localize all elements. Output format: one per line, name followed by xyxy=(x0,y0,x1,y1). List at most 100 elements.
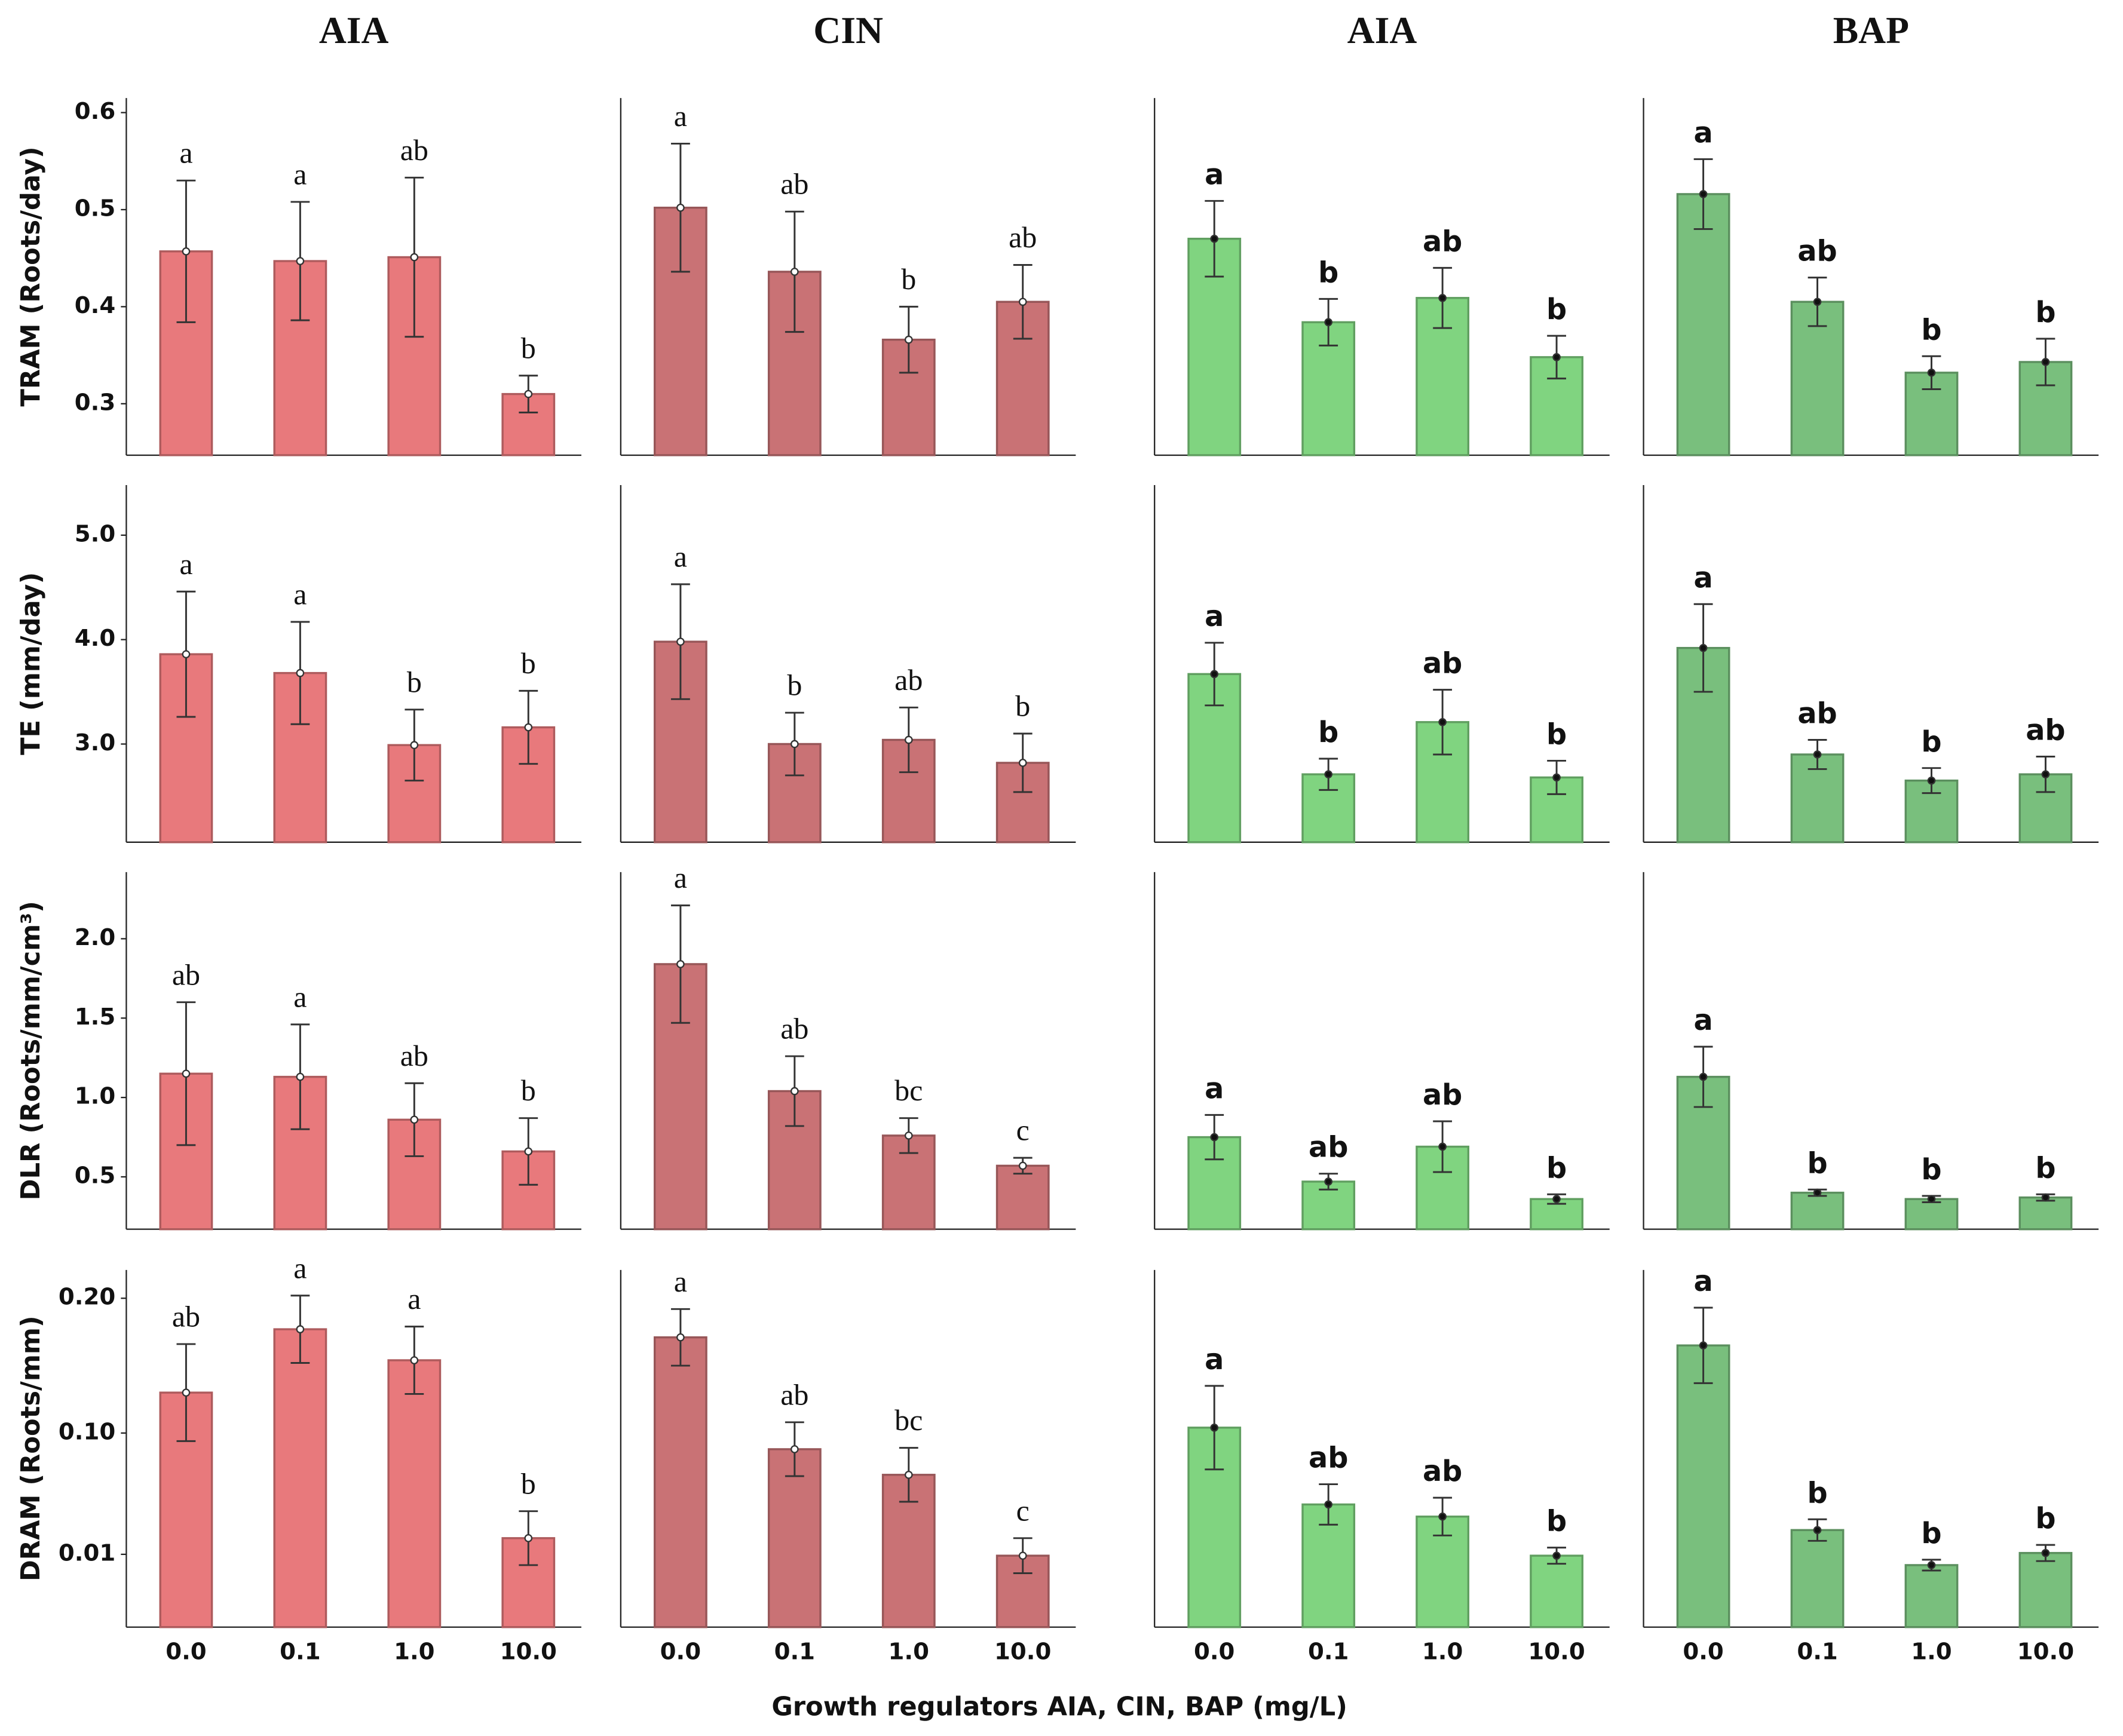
x-tick-label: 1.0 xyxy=(1911,1638,1952,1665)
x-tick-label: 0.1 xyxy=(1797,1638,1837,1665)
y-axis-label: TRAM (Roots/day) xyxy=(16,146,46,406)
bar xyxy=(1790,300,1845,456)
x-tick-label: 10.0 xyxy=(1528,1638,1585,1665)
significance-letter: a xyxy=(179,547,192,581)
mean-dot xyxy=(904,335,913,344)
mean-dot xyxy=(182,1388,191,1397)
significance-letter: a xyxy=(293,157,307,191)
mean-dot xyxy=(296,1325,305,1333)
significance-letter: ab xyxy=(1423,648,1462,680)
mean-dot xyxy=(790,268,799,276)
significance-letter: a xyxy=(674,861,687,894)
significance-letter: a xyxy=(293,578,307,611)
significance-letter: a xyxy=(1205,1344,1224,1376)
bar xyxy=(273,1328,327,1628)
significance-letter: a xyxy=(1205,158,1224,191)
mean-dot xyxy=(2041,1193,2050,1202)
column-title: BAP xyxy=(1833,9,1909,51)
bar xyxy=(2018,1196,2073,1231)
mean-dot xyxy=(410,1356,419,1364)
mean-dot xyxy=(1813,1526,1822,1535)
mean-dot xyxy=(410,1115,419,1124)
bar xyxy=(1676,1344,1730,1628)
significance-letter: ab xyxy=(172,958,200,991)
x-tick-label: 0.0 xyxy=(1683,1638,1723,1665)
y-tick-label: 0.5 xyxy=(75,195,115,222)
y-tick-label: 1.0 xyxy=(75,1083,115,1110)
mean-dot xyxy=(790,740,799,749)
mean-dot xyxy=(1813,297,1822,306)
y-tick-label: 5.0 xyxy=(75,520,115,547)
mean-dot xyxy=(296,668,305,677)
significance-letter: ab xyxy=(400,133,428,167)
significance-letter: a xyxy=(408,1282,421,1315)
significance-letter: a xyxy=(1693,117,1713,150)
mean-dot xyxy=(676,960,685,968)
y-tick-label: 1.5 xyxy=(75,1004,115,1030)
significance-letter: c xyxy=(1016,1493,1030,1527)
x-tick-label: 1.0 xyxy=(1422,1638,1463,1665)
mean-dot xyxy=(1018,1551,1027,1560)
significance-letter: ab xyxy=(780,1012,808,1045)
x-tick-label: 0.1 xyxy=(774,1638,815,1665)
bar xyxy=(1790,1529,1845,1628)
mean-dot xyxy=(1018,759,1027,767)
x-tick-label: 0.0 xyxy=(1194,1638,1234,1665)
mean-dot xyxy=(1699,1072,1708,1081)
mean-dot xyxy=(524,723,533,732)
bar xyxy=(995,1164,1050,1231)
y-axis-label: TE (mm/day) xyxy=(16,572,46,755)
mean-dot xyxy=(1324,770,1333,779)
y-tick-label: 0.5 xyxy=(75,1162,115,1189)
mean-dot xyxy=(1699,643,1708,652)
y-tick-label: 4.0 xyxy=(75,625,115,652)
significance-letter: b xyxy=(521,331,536,364)
significance-letter: b xyxy=(1546,1505,1567,1538)
bar xyxy=(1676,193,1730,456)
panel: a ab ab b xyxy=(1154,872,1610,1231)
significance-letter: b xyxy=(521,646,536,680)
significance-letter: a xyxy=(293,1251,307,1284)
panel: DRAM (Roots/mm) 0.01 0.10 0.20 ab 0.0 a 0.1 a 1.0… xyxy=(16,1251,581,1665)
bar xyxy=(767,1448,822,1628)
mean-dot xyxy=(1927,369,1936,377)
significance-letter: bc xyxy=(894,1074,923,1107)
significance-letter: b xyxy=(1921,1154,1941,1186)
bar xyxy=(1790,1191,1845,1231)
y-tick-label: 3.0 xyxy=(75,729,115,756)
mean-dot xyxy=(676,1333,685,1342)
column-title: AIA xyxy=(319,9,389,51)
x-tick-label: 0.0 xyxy=(166,1638,206,1665)
bar xyxy=(881,338,936,456)
mean-dot xyxy=(1927,1195,1936,1204)
panel: TE (mm/day) 3.0 4.0 5.0 a a b b xyxy=(16,484,581,844)
x-tick-label: 1.0 xyxy=(394,1638,434,1665)
significance-letter: a xyxy=(1693,1004,1713,1037)
significance-letter: b xyxy=(2035,296,2055,329)
significance-letter: a xyxy=(293,980,307,1013)
x-tick-label: 0.0 xyxy=(660,1638,701,1665)
bar xyxy=(2018,1551,2073,1628)
panel: a ab bc c xyxy=(620,861,1076,1231)
significance-letter: ab xyxy=(780,167,808,201)
significance-letter: b xyxy=(1807,1477,1827,1510)
significance-letter: a xyxy=(674,1265,687,1298)
mean-dot xyxy=(1813,750,1822,759)
significance-letter: b xyxy=(1807,1147,1827,1180)
mean-dot xyxy=(1324,1500,1333,1509)
mean-dot xyxy=(296,1072,305,1081)
bar xyxy=(1904,1564,1959,1628)
bar xyxy=(653,1336,707,1628)
mean-dot xyxy=(1699,1341,1708,1350)
mean-dot xyxy=(1210,1133,1219,1142)
significance-letter: a xyxy=(1693,1265,1713,1298)
y-axis-label: DRAM (Roots/mm) xyxy=(16,1315,46,1581)
significance-letter: b xyxy=(1318,256,1338,289)
significance-letter: b xyxy=(2035,1152,2055,1185)
x-tick-label: 10.0 xyxy=(994,1638,1051,1665)
significance-letter: ab xyxy=(1423,1455,1462,1488)
significance-letter: ab xyxy=(1797,698,1837,731)
mean-dot xyxy=(790,1445,799,1453)
significance-letter: ab xyxy=(1423,1079,1462,1112)
